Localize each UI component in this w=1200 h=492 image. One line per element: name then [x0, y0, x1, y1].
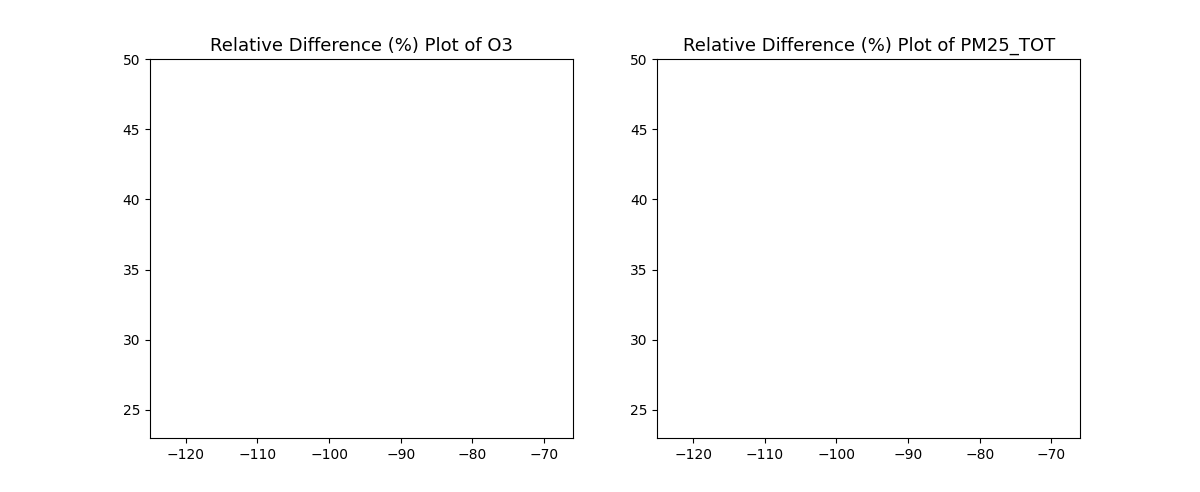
Title: Relative Difference (%) Plot of PM25_TOT: Relative Difference (%) Plot of PM25_TOT — [683, 37, 1055, 55]
Title: Relative Difference (%) Plot of O3: Relative Difference (%) Plot of O3 — [210, 37, 512, 55]
